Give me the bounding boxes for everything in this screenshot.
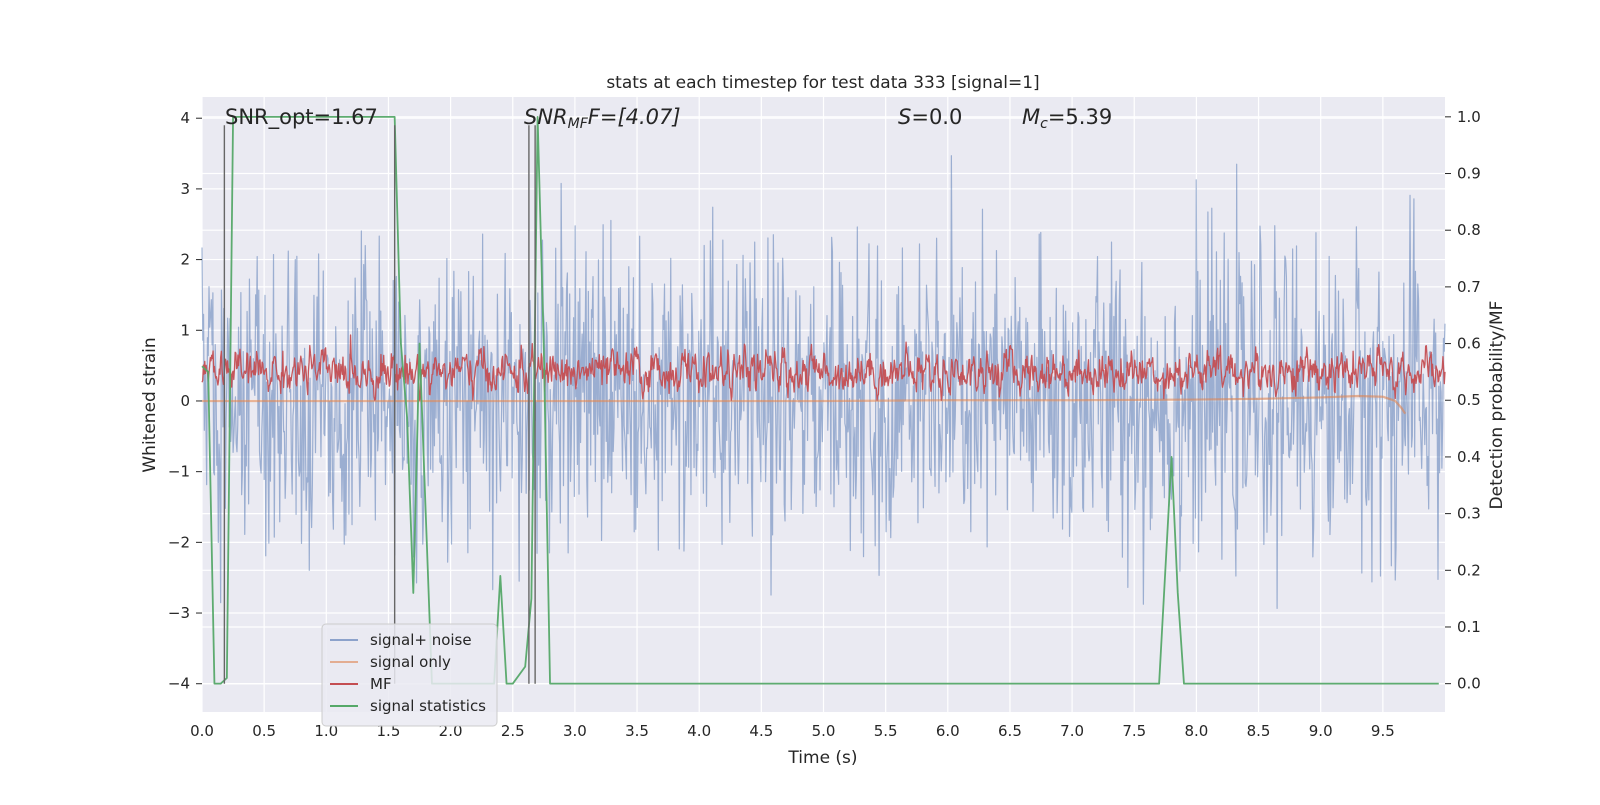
x-tick-label: 3.5: [625, 722, 649, 740]
x-tick-label: 6.0: [936, 722, 960, 740]
series-line-mf: [201, 334, 1446, 401]
y-left-tick-label: 0: [180, 392, 190, 410]
y-right-tick-label: 0.0: [1457, 675, 1481, 693]
y-left-tick-label: 3: [180, 180, 190, 198]
y-left-tick-label: −1: [168, 463, 190, 481]
y-right-tick-label: 0.2: [1457, 561, 1481, 579]
x-tick-label: 2.5: [501, 722, 525, 740]
y-right-tick-label: 0.3: [1457, 505, 1481, 523]
y-left-tick-label: 2: [180, 251, 190, 269]
y-left-tick-label: 4: [180, 109, 190, 127]
y-left-tick-label: −3: [168, 604, 190, 622]
annotation-s-prefix: S: [898, 105, 911, 129]
y-right-tick-label: 0.7: [1457, 278, 1481, 296]
x-axis-label: Time (s): [787, 748, 857, 768]
x-tick-label: 7.0: [1060, 722, 1084, 740]
annotation-s-value: S=0.0: [898, 105, 962, 129]
y-left-tick-label: 1: [180, 321, 190, 339]
x-tick-label: 5.0: [812, 722, 836, 740]
tick-layer: 0.0 0.5 1.0 1.5 2.0 2.5 3.0 3.5 4.0 4.5 5.0 5.5 6.0 6…: [168, 108, 1481, 740]
legend-label: MF: [370, 675, 392, 693]
x-tick-label: 0.5: [252, 722, 276, 740]
y-left-tick-label: −4: [168, 675, 190, 693]
series-line-signal-statistics: [201, 115, 1439, 685]
y-right-tick-label: 1.0: [1457, 108, 1481, 126]
annotation-mc-sub: c: [1040, 116, 1048, 132]
legend-label: signal statistics: [370, 697, 486, 715]
y-right-tick-label: 0.8: [1457, 221, 1481, 239]
annotation-mc-value: Mc=5.39: [1022, 105, 1112, 132]
legend-label: signal+ noise: [370, 631, 472, 649]
x-tick-label: 9.5: [1371, 722, 1395, 740]
annotation-s-suffix: =0.0: [911, 105, 962, 129]
legend: signal+ noise signal only MF signal statist…: [321, 623, 498, 727]
y-axis-right-label: Detection probability/MF: [1487, 301, 1507, 510]
y-axis-left-label: Whitened strain: [140, 337, 160, 472]
x-tick-label: 5.5: [874, 722, 898, 740]
annotation-snr-mf-prefix: SNR: [524, 105, 568, 129]
annotation-mc-suffix: =5.39: [1048, 105, 1112, 129]
y-left-tick-label: −2: [168, 533, 190, 551]
annotation-snr-opt: SNR_opt=1.67: [225, 105, 378, 130]
annotation-snr-mf-sub: MF: [568, 116, 589, 132]
y-right-tick-label: 0.6: [1457, 335, 1481, 353]
x-tick-label: 8.0: [1184, 722, 1208, 740]
x-tick-label: 4.5: [749, 722, 773, 740]
annotation-snr-mf: SNRMFF=[4.07]: [524, 105, 681, 132]
x-tick-label: 7.5: [1122, 722, 1146, 740]
x-tick-label: 6.5: [998, 722, 1022, 740]
legend-box: [321, 623, 498, 727]
series-layer: [201, 115, 1446, 685]
x-tick-label: 4.0: [687, 722, 711, 740]
x-tick-label: 9.0: [1309, 722, 1333, 740]
series-line-signal-only: [202, 394, 1407, 415]
annotation-snr-mf-suffix: F=[4.07]: [588, 105, 681, 129]
x-tick-label: 8.5: [1247, 722, 1271, 740]
y-right-tick-label: 0.4: [1457, 448, 1481, 466]
y-right-tick-label: 0.5: [1457, 391, 1481, 409]
x-tick-label: 0.0: [190, 722, 214, 740]
x-tick-label: 3.0: [563, 722, 587, 740]
chart-title: stats at each timestep for test data 333…: [606, 73, 1039, 93]
y-right-tick-label: 0.1: [1457, 618, 1481, 636]
annotation-mc-prefix: M: [1022, 105, 1040, 129]
legend-label: signal only: [370, 653, 451, 671]
y-right-tick-label: 0.9: [1457, 165, 1481, 183]
